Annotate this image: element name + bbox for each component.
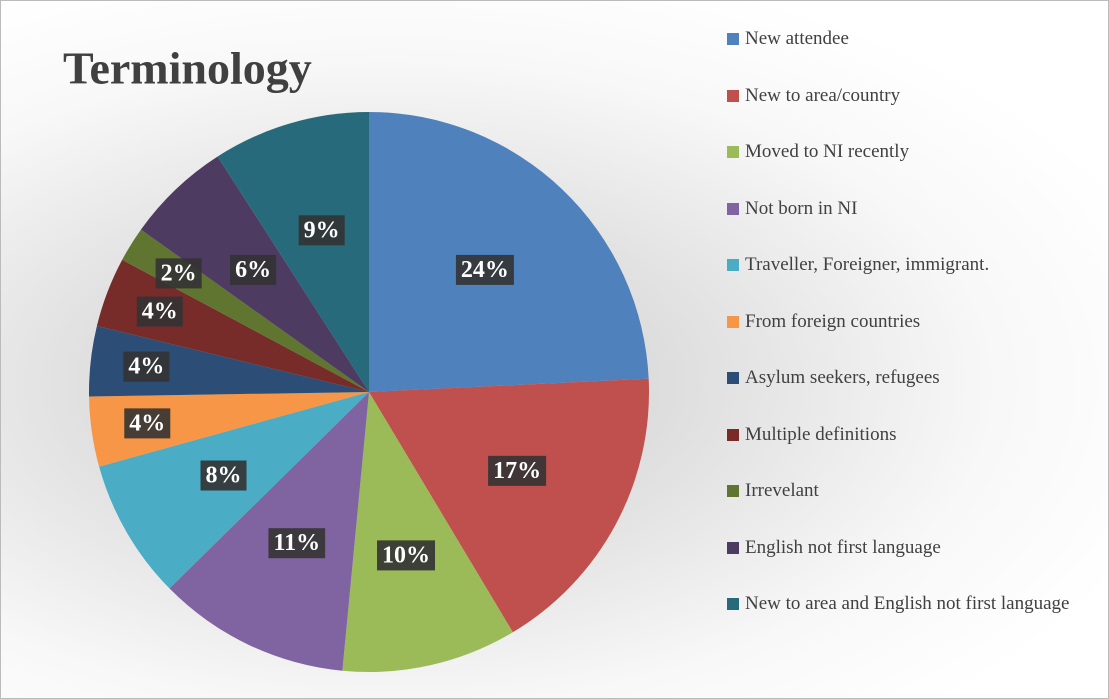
- data-label-group: 10%: [377, 540, 436, 571]
- legend-label: Multiple definitions: [745, 423, 897, 445]
- data-label-box: [155, 258, 202, 289]
- legend-item: English not first language: [727, 536, 1087, 559]
- legend-item: Traveller, Foreigner, immigrant.: [727, 253, 1087, 276]
- data-label-group: 8%: [200, 460, 247, 491]
- data-label-box: [124, 408, 171, 439]
- pie-slice: [96, 259, 369, 392]
- legend-label: English not first language: [745, 536, 941, 558]
- legend-swatch: [727, 372, 739, 384]
- legend-swatch: [727, 146, 739, 158]
- legend-swatch: [727, 485, 739, 497]
- legend-item: From foreign countries: [727, 310, 1087, 333]
- legend-label: Not born in NI: [745, 197, 858, 219]
- legend-swatch: [727, 428, 739, 441]
- data-label-group: 6%: [230, 254, 277, 285]
- data-label-box: [488, 455, 547, 486]
- legend-label: Traveller, Foreigner, immigrant.: [745, 254, 990, 275]
- data-label-group: 24%: [455, 254, 514, 285]
- legend-swatch: [727, 541, 739, 554]
- legend-item: Not born in NI: [727, 197, 1087, 220]
- data-label: 24%: [461, 257, 509, 283]
- data-label: 4%: [142, 299, 178, 325]
- legend-label: Asylum seekers, refugees: [745, 367, 940, 388]
- legend-swatch: [727, 259, 739, 271]
- legend-swatch: [727, 202, 739, 215]
- data-label-group: 9%: [298, 215, 345, 246]
- data-label: 4%: [128, 354, 164, 380]
- legend-item: Moved to NI recently: [727, 140, 1087, 163]
- chart-title: Terminology: [63, 43, 312, 94]
- pie-slice: [369, 112, 649, 392]
- data-label-box: [268, 528, 326, 559]
- legend-item: New to area and English not first langua…: [727, 592, 1087, 615]
- data-label-box: [136, 296, 183, 327]
- data-label-box: [455, 254, 514, 285]
- legend-swatch: [727, 33, 739, 45]
- legend-item: Irrevelant: [727, 479, 1087, 502]
- legend-swatch: [727, 315, 739, 328]
- data-label-group: 4%: [123, 351, 170, 382]
- legend-item: Multiple definitions: [727, 423, 1087, 446]
- data-label-group: 11%: [268, 528, 326, 559]
- data-label-box: [298, 215, 345, 246]
- legend-label: From foreign countries: [745, 310, 921, 332]
- data-label: 11%: [273, 530, 320, 556]
- data-label-group: 2%: [155, 258, 202, 289]
- data-label-box: [377, 540, 436, 571]
- legend-label: New to area/country: [745, 84, 901, 106]
- data-label: 10%: [382, 542, 430, 568]
- legend-item: Asylum seekers, refugees: [727, 366, 1087, 389]
- legend-label: Irrevelant: [745, 480, 819, 501]
- pie-slice: [342, 392, 513, 672]
- legend-item: New attendee: [727, 27, 1087, 50]
- data-label-box: [230, 254, 277, 285]
- pie-slice: [217, 112, 369, 392]
- legend-label: Moved to NI recently: [745, 141, 910, 162]
- data-label: 9%: [304, 217, 340, 243]
- data-label: 8%: [206, 463, 242, 489]
- data-label: 17%: [493, 458, 541, 484]
- data-label: 2%: [161, 260, 197, 286]
- data-label: 6%: [235, 257, 271, 283]
- data-label-group: 4%: [136, 296, 183, 327]
- pie-slice: [369, 378, 649, 633]
- legend-label: New to area and English not first langua…: [745, 593, 1070, 614]
- legend-swatch: [727, 89, 739, 102]
- data-label-group: 17%: [488, 455, 547, 486]
- data-label-box: [200, 460, 247, 491]
- data-label: 4%: [129, 410, 165, 436]
- legend-swatch: [727, 598, 739, 610]
- legend-label: New attendee: [745, 28, 849, 49]
- data-label-box: [123, 351, 170, 382]
- data-label-group: 4%: [124, 408, 171, 439]
- legend-item: New to area/country: [727, 84, 1087, 107]
